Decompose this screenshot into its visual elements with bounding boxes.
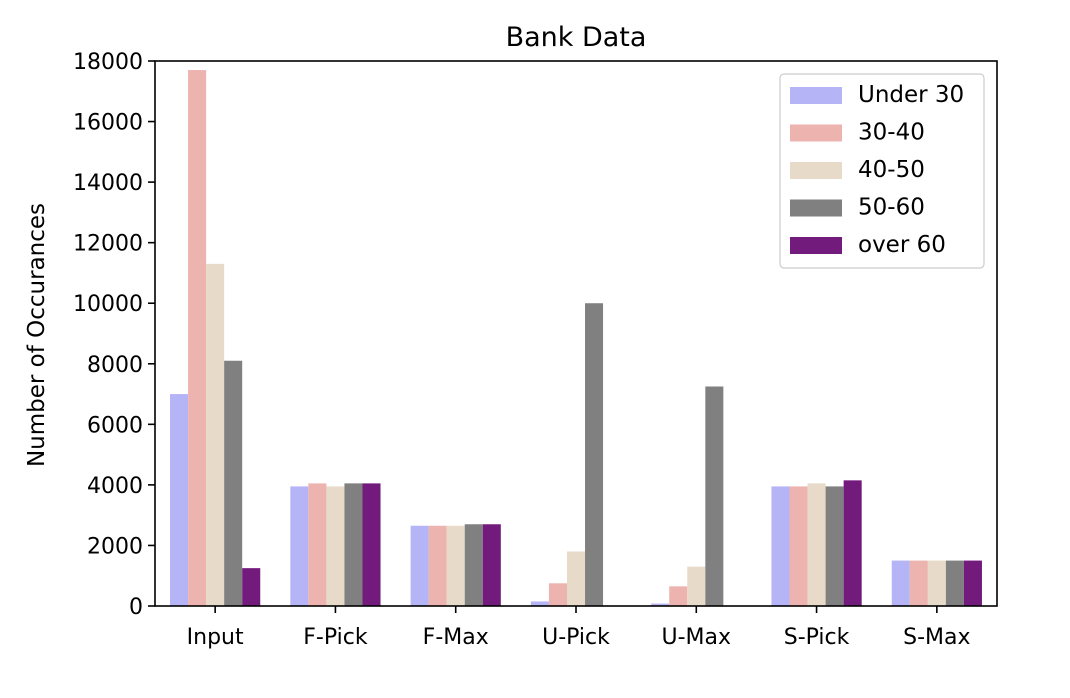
bar — [651, 603, 670, 606]
x-tick-label: F-Max — [423, 625, 489, 650]
bar — [789, 486, 808, 606]
x-axis: Input F-Pick F-Max U-Pick U-Max S-Pick S-Max — [187, 606, 971, 650]
bar — [585, 303, 604, 606]
y-tick-label: 4000 — [87, 474, 143, 499]
legend-swatch — [790, 199, 842, 217]
y-axis-label: Number of Occurances — [24, 203, 50, 467]
y-axis: 0 2000 4000 6000 8000 10000 12000 14000 16000 180… — [73, 50, 155, 620]
bar — [843, 480, 862, 606]
x-tick-label: U-Max — [662, 625, 732, 650]
bar — [308, 483, 327, 607]
bar — [909, 560, 928, 606]
bar — [242, 568, 261, 606]
y-tick-label: 8000 — [87, 353, 143, 378]
x-tick-label: S-Max — [903, 625, 970, 650]
bar — [344, 483, 363, 607]
x-tick-label: Input — [187, 625, 244, 650]
legend-swatch — [790, 124, 842, 142]
bar — [290, 486, 309, 606]
bar — [963, 560, 982, 606]
legend-swatch — [790, 162, 842, 179]
y-tick-label: 18000 — [73, 50, 143, 75]
legend-items: Under 30 30-40 40-50 50-60 over 60 — [790, 82, 964, 258]
legend-label: 40-50 — [858, 157, 925, 183]
bar — [548, 583, 567, 606]
y-tick-label: 0 — [129, 595, 143, 620]
bar — [464, 524, 483, 606]
bar — [224, 360, 243, 606]
legend-label: 30-40 — [858, 120, 925, 146]
bar — [362, 483, 381, 607]
bar — [446, 525, 465, 606]
bar — [927, 560, 946, 606]
y-tick-label: 6000 — [87, 413, 143, 438]
legend-label: Under 30 — [858, 82, 964, 108]
y-tick-label: 14000 — [73, 171, 143, 196]
legend-label: over 60 — [858, 232, 946, 258]
bar — [566, 551, 586, 606]
x-tick-label: S-Pick — [784, 625, 850, 650]
bar — [326, 486, 345, 606]
bar — [891, 560, 910, 606]
bar — [530, 601, 549, 606]
legend-swatch — [790, 237, 842, 254]
x-tick-label: F-Pick — [303, 625, 368, 650]
bar — [170, 394, 189, 606]
bar — [945, 560, 964, 606]
legend-swatch — [790, 87, 842, 104]
bar — [188, 70, 207, 606]
y-tick-label: 16000 — [73, 111, 143, 136]
bar — [206, 263, 225, 606]
bar — [807, 483, 826, 607]
bar — [705, 386, 724, 606]
legend-frame — [779, 73, 985, 269]
bar — [410, 525, 429, 606]
bar — [428, 525, 447, 606]
bars-layer — [170, 70, 982, 607]
legend: Under 30 30-40 40-50 50-60 over 60 — [779, 73, 985, 269]
y-tick-label: 2000 — [87, 534, 143, 559]
bar — [482, 524, 501, 606]
y-tick-label: 12000 — [73, 232, 143, 257]
y-tick-label: 10000 — [73, 292, 143, 317]
bar — [669, 586, 688, 606]
legend-label: 50-60 — [858, 195, 925, 221]
x-tick-label: U-Pick — [542, 625, 610, 650]
bar — [687, 566, 706, 606]
bar — [825, 486, 844, 606]
bar — [771, 486, 790, 606]
chart-title: Bank Data — [506, 22, 647, 53]
